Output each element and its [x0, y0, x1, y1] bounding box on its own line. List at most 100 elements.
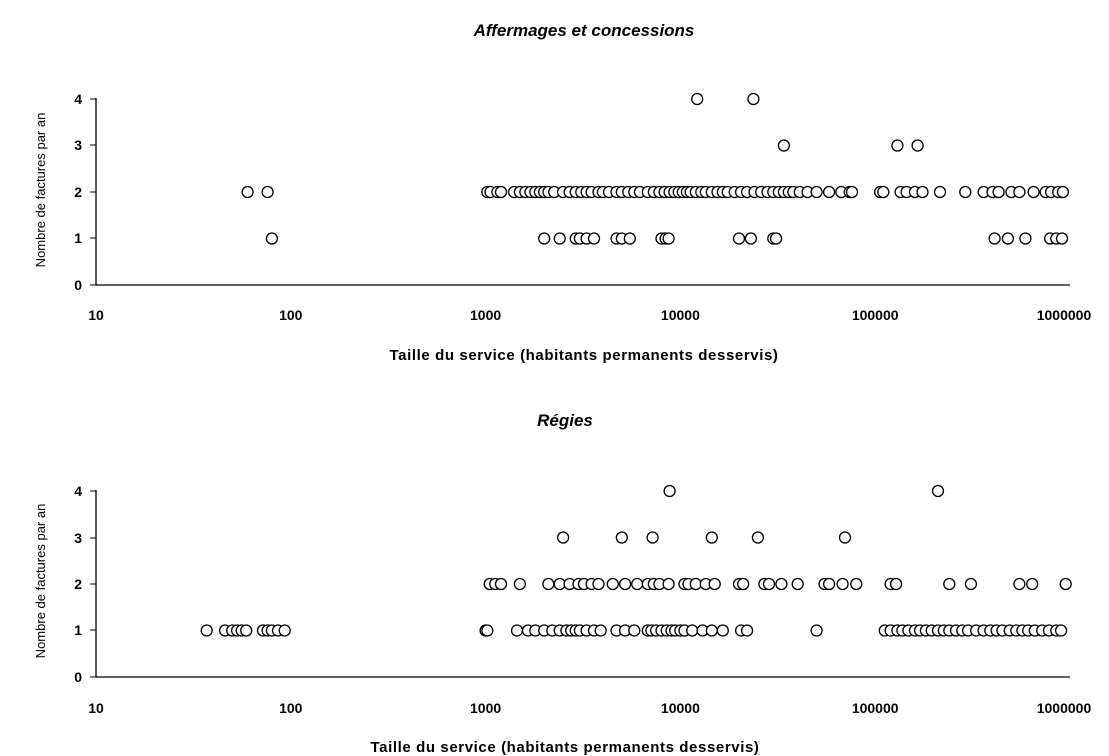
- data-point: [777, 139, 791, 152]
- data-point: [889, 577, 903, 591]
- data-point: [556, 531, 570, 544]
- x-tick-label: 10000: [661, 700, 700, 716]
- x-axis-label: Taille du service (habitants permanents …: [370, 739, 759, 756]
- data-point: [265, 232, 279, 245]
- data-point: [553, 232, 566, 245]
- y-tick-label: 0: [74, 669, 82, 685]
- data-point: [615, 531, 628, 544]
- y-ticks: 0 1 2 3 4: [74, 483, 96, 685]
- data-point: [494, 577, 508, 591]
- data-point: [261, 185, 274, 199]
- data-point: [662, 232, 675, 245]
- data-point: [1056, 185, 1070, 199]
- data-points: [200, 484, 1072, 637]
- data-point: [769, 232, 783, 245]
- data-point: [775, 577, 788, 591]
- data-point: [988, 232, 1001, 245]
- y-tick-label: 0: [74, 277, 82, 293]
- x-tick-labels: 10 100 1000 10000 100000 1000000: [88, 700, 1091, 716]
- data-point: [538, 232, 551, 245]
- y-tick-label: 1: [74, 230, 82, 246]
- data-point: [891, 139, 904, 152]
- y-tick-label: 3: [74, 137, 82, 153]
- data-point: [200, 624, 213, 637]
- data-point: [1055, 232, 1069, 245]
- data-point: [732, 232, 746, 245]
- data-point: [822, 577, 836, 591]
- data-point: [810, 624, 823, 637]
- data-point: [278, 624, 291, 637]
- data-point: [744, 232, 758, 245]
- y-tick-label: 2: [74, 184, 82, 200]
- data-point: [1001, 232, 1015, 245]
- y-axis-label: Nombre de factures par an: [33, 113, 48, 268]
- x-tick-label: 100000: [852, 700, 899, 716]
- data-point: [943, 577, 956, 591]
- data-point: [1013, 577, 1026, 591]
- chart-panel-affermages: Affermages et concessions Nombre de fact…: [33, 21, 1091, 364]
- data-point: [992, 185, 1005, 199]
- data-point: [513, 577, 527, 591]
- data-point: [510, 624, 524, 637]
- data-point: [594, 624, 607, 637]
- data-point: [494, 185, 508, 199]
- y-tick-label: 2: [74, 576, 82, 592]
- data-point: [716, 624, 729, 637]
- data-point: [911, 139, 924, 152]
- x-tick-label: 100: [279, 307, 303, 323]
- x-axis-label: Taille du service (habitants permanents …: [389, 347, 778, 364]
- data-point: [618, 577, 632, 591]
- x-tick-label: 1000: [470, 307, 501, 323]
- data-point: [628, 624, 641, 637]
- data-point: [241, 185, 254, 199]
- data-point: [964, 577, 978, 591]
- data-point: [747, 92, 760, 106]
- data-point: [836, 577, 849, 591]
- chart-title: Affermages et concessions: [473, 21, 695, 40]
- y-tick-label: 4: [74, 91, 82, 107]
- y-ticks: 0 1 2 3 4: [74, 91, 96, 293]
- data-point: [542, 577, 555, 591]
- chart-panel-regies: Régies Nombre de factures par an 0 1 2 3…: [33, 411, 1091, 756]
- x-tick-label: 100: [279, 700, 303, 716]
- data-point: [240, 624, 253, 637]
- data-point: [1013, 185, 1026, 199]
- x-tick-label: 10: [88, 700, 104, 716]
- x-tick-label: 1000: [470, 700, 501, 716]
- data-point: [1026, 577, 1039, 591]
- data-point: [592, 577, 605, 591]
- data-point: [646, 531, 659, 544]
- data-point: [877, 185, 890, 199]
- data-point: [662, 577, 675, 591]
- data-point: [587, 232, 601, 245]
- data-point: [1059, 577, 1072, 591]
- data-point: [606, 577, 619, 591]
- data-point: [623, 232, 636, 245]
- y-tick-label: 3: [74, 530, 82, 546]
- data-point: [850, 577, 863, 591]
- data-points: [241, 92, 1070, 245]
- data-point: [916, 185, 929, 199]
- x-tick-label: 1000000: [1037, 700, 1092, 716]
- y-tick-label: 1: [74, 622, 82, 638]
- data-point: [931, 484, 945, 498]
- x-tick-labels: 10 100 1000 10000 100000 1000000: [88, 307, 1091, 323]
- data-point: [705, 624, 718, 637]
- data-point: [959, 185, 972, 199]
- data-point: [845, 185, 859, 199]
- data-point: [740, 624, 754, 637]
- data-point: [691, 92, 704, 106]
- x-tick-label: 1000000: [1037, 307, 1092, 323]
- y-axis-label: Nombre de factures par an: [33, 504, 48, 659]
- data-point: [838, 531, 852, 544]
- chart-title: Régies: [537, 411, 593, 430]
- data-point: [481, 624, 494, 637]
- data-point: [762, 577, 776, 591]
- x-tick-label: 100000: [852, 307, 899, 323]
- data-point: [737, 577, 750, 591]
- data-point: [663, 484, 676, 498]
- data-point: [1027, 185, 1040, 199]
- data-point: [1054, 624, 1068, 637]
- data-point: [822, 185, 836, 199]
